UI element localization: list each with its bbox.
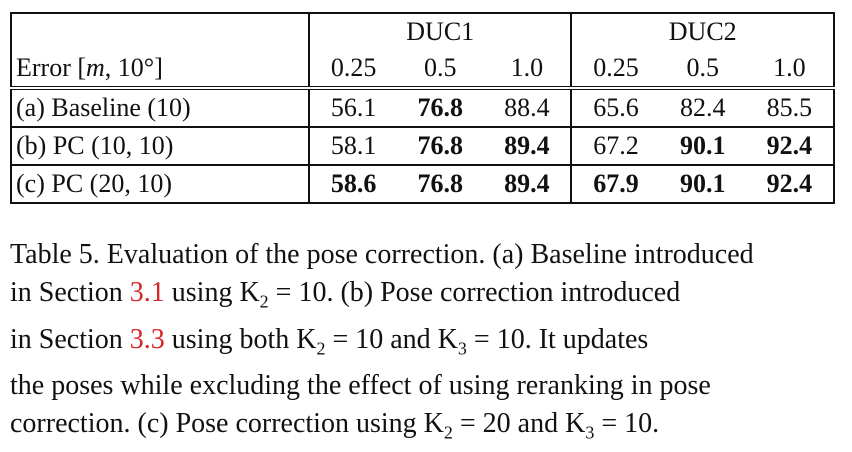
cell: 88.4 (483, 86, 572, 127)
subscript: 2 (259, 291, 269, 312)
results-table: DUC1 DUC2 Error [m, 10°] 0.25 0.5 1.0 0.… (10, 12, 836, 204)
cell: 90.1 (659, 164, 746, 204)
cell: 67.2 (570, 126, 660, 165)
section-reference-link[interactable]: 3.1 (129, 277, 165, 308)
cell: 58.1 (307, 126, 398, 165)
results-table-container: DUC1 DUC2 Error [m, 10°] 0.25 0.5 1.0 0.… (10, 12, 836, 204)
cell: 90.1 (659, 126, 746, 165)
error-label-prefix: Error [ (16, 53, 87, 82)
caption-text: Table 5. Evaluation of the pose correcti… (10, 239, 754, 270)
subheader-duc1-0.25: 0.25 (307, 50, 398, 88)
subheader-duc2-1.0: 1.0 (745, 50, 836, 88)
cell: 76.8 (397, 164, 484, 204)
row-label-pc-20-10: (c) PC (20, 10) (10, 164, 309, 204)
error-label-m: m (86, 53, 105, 82)
caption-text: = 10. (594, 408, 660, 440)
caption-line: in Section 3.1 using K2 = 10. (b) Pose c… (10, 274, 836, 321)
subheader-duc1-0.5: 0.5 (423, 53, 457, 82)
cell: 89.4 (483, 126, 572, 165)
caption-text: using both K (164, 323, 317, 355)
section-reference-link[interactable]: 3.3 (129, 323, 165, 355)
caption-line: correction. (c) Pose correction using K2… (10, 405, 836, 452)
table-caption: Table 5. Evaluation of the pose correcti… (10, 236, 836, 452)
caption-text: in Section (10, 277, 130, 308)
cell: 67.9 (570, 164, 660, 204)
subheader-duc2-0.5: 0.5 (686, 53, 719, 82)
error-threshold-label: Error [m, 10°] (10, 50, 309, 88)
cell: 76.8 (397, 86, 484, 127)
subscript: 2 (443, 422, 453, 443)
caption-text: = 20 and K (452, 408, 586, 440)
error-label-suffix: , 10°] (104, 53, 163, 82)
cell: 56.1 (307, 86, 398, 127)
subheader-duc2-0.25: 0.25 (570, 50, 660, 88)
group-header-duc2: DUC2 (570, 12, 835, 50)
table-row: (b) PC (10, 10) 58.1 76.8 89.4 67.2 90.1… (10, 126, 836, 165)
cell: 76.8 (397, 126, 484, 165)
caption-text: = 10. (b) Pose correction introduced (268, 277, 681, 308)
cell: 58.6 (307, 164, 398, 204)
cell: 92.4 (745, 126, 836, 165)
subscript: 3 (457, 338, 467, 359)
empty-corner-cell (10, 12, 309, 50)
caption-text: the poses while excluding the effect of … (10, 370, 711, 402)
caption-line: in Section 3.3 using both K2 = 10 and K3… (10, 321, 836, 368)
group-header-row: DUC1 DUC2 (10, 12, 835, 50)
row-label-pc-10-10: (b) PC (10, 10) (10, 126, 309, 165)
caption-line: Table 5. Evaluation of the pose correcti… (10, 236, 836, 274)
caption-text: correction. (c) Pose correction using K (10, 408, 444, 440)
subheader-row: Error [m, 10°] 0.25 0.5 1.0 0.25 0.5 1.0 (10, 50, 836, 88)
caption-text: using K (164, 277, 260, 308)
table-row: (a) Baseline (10) 56.1 76.8 88.4 65.6 82… (10, 86, 836, 127)
caption-line: the poses while excluding the effect of … (10, 367, 836, 405)
cell: 92.4 (745, 164, 836, 204)
cell: 65.6 (570, 86, 660, 127)
subscript: 2 (316, 338, 326, 359)
caption-text: = 10. It updates (466, 323, 649, 355)
caption-text: in Section (10, 323, 130, 355)
subheader-duc1-1.0: 1.0 (510, 53, 544, 82)
caption-text: = 10 and K (325, 323, 458, 355)
table-row: (c) PC (20, 10) 58.6 76.8 89.4 67.9 90.1… (10, 164, 836, 204)
row-label-baseline: (a) Baseline (10) (10, 86, 309, 127)
subscript: 3 (585, 422, 595, 443)
cell: 89.4 (483, 164, 572, 204)
cell: 85.5 (745, 86, 836, 127)
cell: 82.4 (659, 86, 746, 127)
group-header-duc1: DUC1 (307, 12, 572, 50)
